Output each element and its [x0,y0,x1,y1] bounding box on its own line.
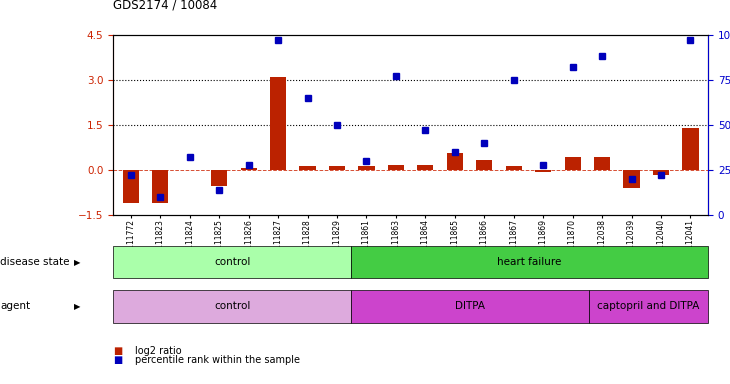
Bar [211,170,227,187]
Bar [653,170,669,175]
Bar [564,157,581,170]
Text: ▶: ▶ [74,302,80,311]
Bar [683,128,699,170]
Bar [418,166,434,170]
Bar [388,164,404,170]
Bar [270,77,286,170]
Text: heart failure: heart failure [497,257,562,267]
Bar [329,166,345,170]
Bar [152,170,169,203]
Bar [447,153,463,170]
Bar [535,170,551,172]
Text: percentile rank within the sample: percentile rank within the sample [135,355,300,365]
Bar [240,168,257,170]
Text: disease state: disease state [0,257,69,267]
Bar [358,166,374,170]
Bar [623,170,639,188]
Bar [299,166,315,170]
Text: control: control [214,257,250,267]
Text: control: control [214,301,250,311]
Text: captopril and DITPA: captopril and DITPA [597,301,700,311]
Text: ▶: ▶ [74,258,80,266]
Bar [594,157,610,170]
Bar [123,170,139,203]
Text: GDS2174 / 10084: GDS2174 / 10084 [113,0,218,12]
Text: DITPA: DITPA [455,301,485,311]
Text: ■: ■ [113,346,123,356]
Text: log2 ratio: log2 ratio [135,346,182,356]
Text: agent: agent [0,301,30,311]
Bar [476,160,492,170]
Text: ■: ■ [113,355,123,365]
Bar [506,166,522,170]
